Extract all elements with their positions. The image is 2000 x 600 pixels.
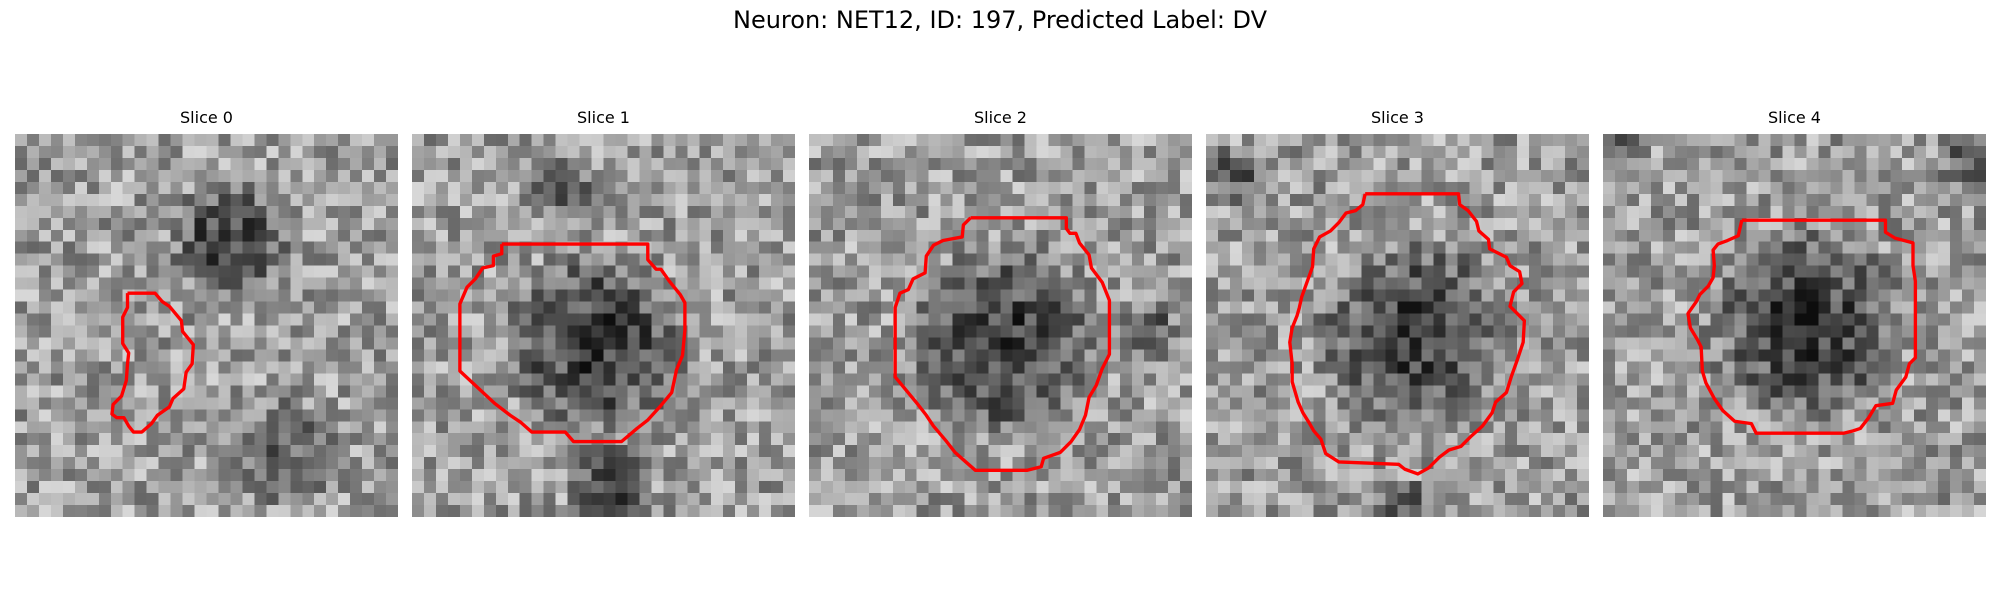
slice-title: Slice 0 bbox=[180, 108, 233, 127]
slice-title: Slice 2 bbox=[974, 108, 1027, 127]
slice-title: Slice 1 bbox=[577, 108, 630, 127]
slice-image bbox=[809, 134, 1192, 517]
roi-contour bbox=[893, 216, 1112, 472]
roi-contour bbox=[1288, 192, 1527, 476]
slice-image bbox=[15, 134, 398, 517]
roi-contour-overlay bbox=[110, 291, 196, 434]
slice-panel-4: Slice 4 bbox=[1603, 106, 1986, 517]
slice-title: Slice 3 bbox=[1371, 108, 1424, 127]
figure-title: Neuron: NET12, ID: 197, Predicted Label:… bbox=[732, 6, 1268, 34]
slice-panel-1: Slice 1 bbox=[412, 106, 795, 517]
slice-image bbox=[1603, 134, 1986, 517]
slice-image bbox=[412, 134, 795, 517]
roi-contour bbox=[458, 242, 687, 444]
roi-contour-overlay bbox=[1288, 192, 1527, 476]
roi-contour bbox=[1686, 218, 1918, 435]
roi-contour bbox=[110, 291, 196, 434]
slice-panel-0: Slice 0 bbox=[15, 106, 398, 517]
slice-title: Slice 4 bbox=[1768, 108, 1821, 127]
roi-contour-overlay bbox=[458, 242, 687, 444]
microscopy-slice-image bbox=[412, 134, 795, 517]
roi-contour-overlay bbox=[1686, 218, 1918, 435]
microscopy-slice-image bbox=[1603, 134, 1986, 517]
slice-panel-2: Slice 2 bbox=[809, 106, 1192, 517]
slice-image bbox=[1206, 134, 1589, 517]
microscopy-slice-image bbox=[15, 134, 398, 517]
microscopy-slice-image bbox=[809, 134, 1192, 517]
roi-contour-overlay bbox=[893, 216, 1112, 472]
slice-panel-3: Slice 3 bbox=[1206, 106, 1589, 517]
